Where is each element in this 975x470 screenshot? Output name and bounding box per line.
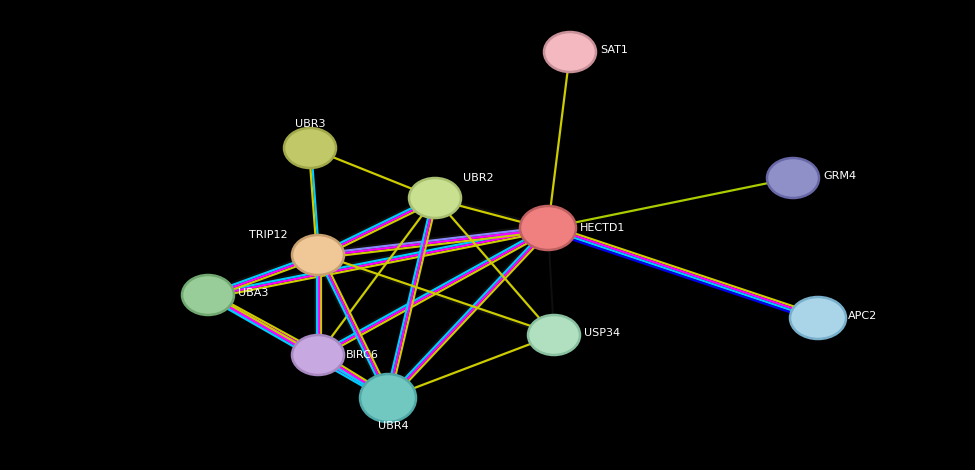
Text: HECTD1: HECTD1 (580, 223, 625, 233)
Text: USP34: USP34 (584, 328, 620, 338)
Ellipse shape (360, 374, 416, 422)
Text: GRM4: GRM4 (823, 171, 856, 181)
Text: SAT1: SAT1 (600, 45, 628, 55)
Text: UBA3: UBA3 (238, 288, 268, 298)
Ellipse shape (292, 335, 344, 375)
Ellipse shape (284, 128, 336, 168)
Text: UBR2: UBR2 (463, 173, 493, 183)
Ellipse shape (528, 315, 580, 355)
Text: TRIP12: TRIP12 (250, 230, 288, 240)
Ellipse shape (544, 32, 596, 72)
Text: UBR3: UBR3 (294, 119, 326, 129)
Ellipse shape (790, 297, 846, 339)
Ellipse shape (520, 206, 576, 250)
Text: APC2: APC2 (848, 311, 878, 321)
Ellipse shape (409, 178, 461, 218)
Ellipse shape (182, 275, 234, 315)
Ellipse shape (292, 235, 344, 275)
Text: UBR4: UBR4 (377, 421, 409, 431)
Text: BIRC6: BIRC6 (346, 350, 379, 360)
Ellipse shape (767, 158, 819, 198)
